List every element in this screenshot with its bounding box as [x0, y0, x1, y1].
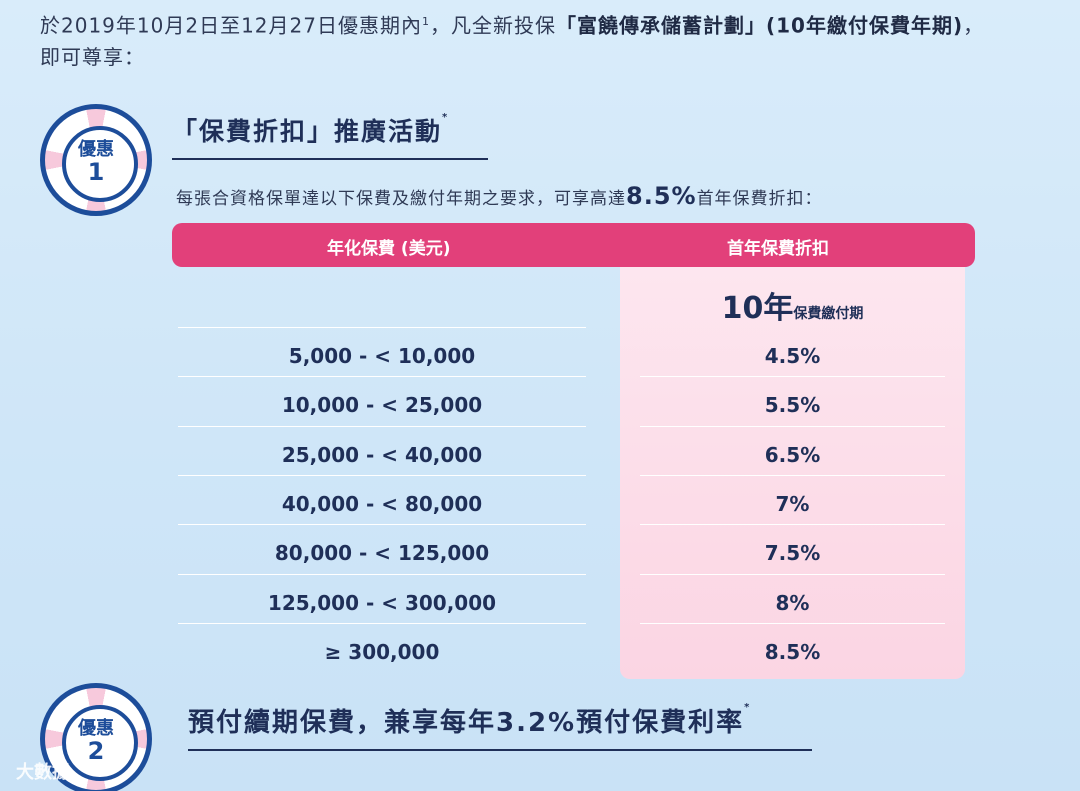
offer1-title-text: 「保費折扣」推廣活動 [172, 117, 443, 146]
offer2-badge-number: 2 [87, 737, 105, 765]
payment-term-label: 10年保費繳付期 [620, 283, 965, 327]
intro-line1-end: ， [963, 13, 985, 38]
offer1-subtitle-highlight: 8.5% [626, 182, 697, 210]
row-divider [178, 623, 586, 624]
offer1-badge-word: 優惠 [78, 139, 114, 160]
offer2-badge: 優惠 2 [40, 683, 152, 791]
offer2-title-sup: * [744, 702, 752, 713]
table-header: 年化保費 (美元) 首年保費折扣 [172, 223, 975, 267]
premium-range-cell: 80,000 - < 125,000 [274, 541, 490, 565]
header-first-year-discount: 首年保費折扣 [727, 239, 829, 259]
offer1-subtitle-prefix: 每張合資格保單達以下保費及繳付年期之要求，可享高達 [176, 189, 626, 209]
watermark: 大數據 [16, 762, 70, 783]
offer1-title: 「保費折扣」推廣活動* [172, 112, 488, 160]
premium-range-cell: 10,000 - < 25,000 [281, 393, 483, 417]
row-divider [640, 623, 945, 624]
offer2-title: 預付續期保費，兼享每年3.2%預付保費利率* [188, 702, 812, 751]
row-divider [640, 574, 945, 575]
row-divider [640, 426, 945, 427]
header-annual-premium: 年化保費 (美元) [327, 239, 451, 259]
row-divider [178, 376, 586, 377]
row-divider [178, 475, 586, 476]
premium-range-cell: 5,000 - < 10,000 [288, 344, 476, 368]
offer1-badge-number: 1 [87, 158, 105, 186]
offer1-badge: 優惠 1 [40, 104, 152, 216]
discount-cell: 5.5% [764, 393, 821, 417]
row-divider [640, 376, 945, 377]
discount-column-background [620, 267, 965, 679]
offer2-badge-word: 優惠 [78, 718, 114, 739]
intro-line1-prefix: 於2019年10月2日至12月27日優惠期內 [40, 13, 422, 38]
intro-line1-mid: ，凡全新投保 [429, 13, 556, 38]
plan-name: 「富饒傳承儲蓄計劃」(10年繳付保費年期) [555, 13, 964, 38]
discount-cell: 8.5% [764, 640, 821, 664]
discount-cell: 8% [775, 591, 810, 615]
intro-text: 於2019年10月2日至12月27日優惠期內1，凡全新投保「富饒傳承儲蓄計劃」(… [40, 6, 1070, 73]
row-divider [640, 475, 945, 476]
row-divider [178, 574, 586, 575]
premium-range-cell: 40,000 - < 80,000 [281, 492, 483, 516]
offer2-title-text: 預付續期保費，兼享每年3.2%預付保費利率 [188, 708, 745, 738]
offer1-subtitle: 每張合資格保單達以下保費及繳付年期之要求，可享高達8.5%首年保費折扣： [176, 182, 823, 210]
payment-term-text: 保費繳付期 [793, 306, 864, 322]
row-divider [178, 426, 586, 427]
premium-range-cell: ≥ 300,000 [324, 640, 440, 664]
footnote-mark: 1 [421, 15, 430, 28]
discount-cell: 7.5% [764, 541, 821, 565]
row-divider [178, 327, 586, 328]
premium-range-cell: 125,000 - < 300,000 [267, 591, 497, 615]
row-divider [640, 524, 945, 525]
premium-range-cell: 25,000 - < 40,000 [281, 443, 483, 467]
offer1-subtitle-suffix: 首年保費折扣： [696, 189, 823, 209]
discount-cell: 4.5% [764, 344, 821, 368]
intro-line2: 即可尊享： [40, 44, 145, 69]
offer1-title-sup: * [442, 112, 450, 123]
discount-cell: 7% [775, 492, 810, 516]
discount-cell: 6.5% [764, 443, 821, 467]
payment-term-years: 10年 [721, 291, 794, 326]
row-divider [178, 524, 586, 525]
